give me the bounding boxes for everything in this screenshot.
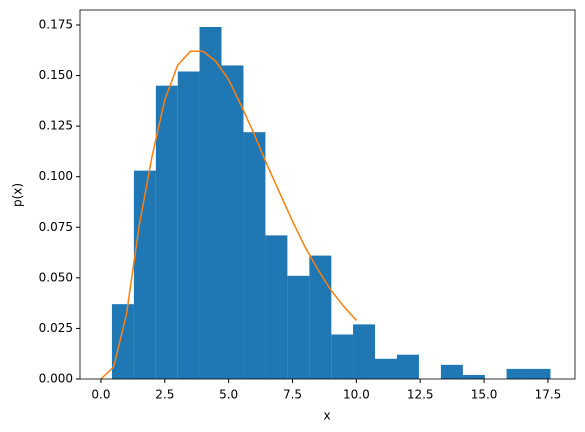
- x-tick-label: 0.0: [91, 388, 110, 402]
- y-tick-label: 0.100: [39, 169, 73, 183]
- bar: [199, 26, 222, 380]
- bar: [221, 65, 244, 380]
- bar: [462, 374, 485, 379]
- x-tick-label: 2.5: [155, 388, 174, 402]
- bar: [243, 132, 266, 379]
- plot-frame: [79, 9, 576, 380]
- x-tick-label: 7.5: [283, 388, 302, 402]
- bar: [440, 364, 463, 379]
- bar: [375, 358, 397, 379]
- y-tick-label: 0.000: [39, 372, 73, 386]
- y-axis-label: p(x): [11, 183, 25, 207]
- bar: [396, 354, 419, 379]
- pdf-line: [100, 50, 357, 380]
- bar: [506, 368, 529, 379]
- y-tick-label: 0.075: [39, 220, 73, 234]
- bar: [528, 368, 551, 379]
- x-tick-label: 12.5: [407, 388, 434, 402]
- x-tick-label: 17.5: [535, 388, 562, 402]
- bar: [265, 235, 288, 379]
- bar: [155, 85, 178, 379]
- bar: [287, 275, 310, 379]
- y-tick-label: 0.125: [39, 119, 73, 133]
- bar: [309, 255, 332, 379]
- x-axis-label: x: [323, 409, 330, 423]
- x-tick-label: 5.0: [219, 388, 238, 402]
- y-tick-label: 0.050: [39, 270, 73, 284]
- bar: [133, 170, 156, 379]
- bar: [111, 304, 134, 379]
- bar: [331, 334, 354, 379]
- y-tick-label: 0.150: [39, 68, 73, 82]
- x-tick-label: 15.0: [471, 388, 498, 402]
- x-tick-label: 10.0: [343, 388, 370, 402]
- bar: [177, 71, 200, 379]
- bar: [353, 324, 376, 379]
- y-tick-label: 0.025: [39, 321, 73, 335]
- y-tick-label: 0.175: [39, 17, 73, 31]
